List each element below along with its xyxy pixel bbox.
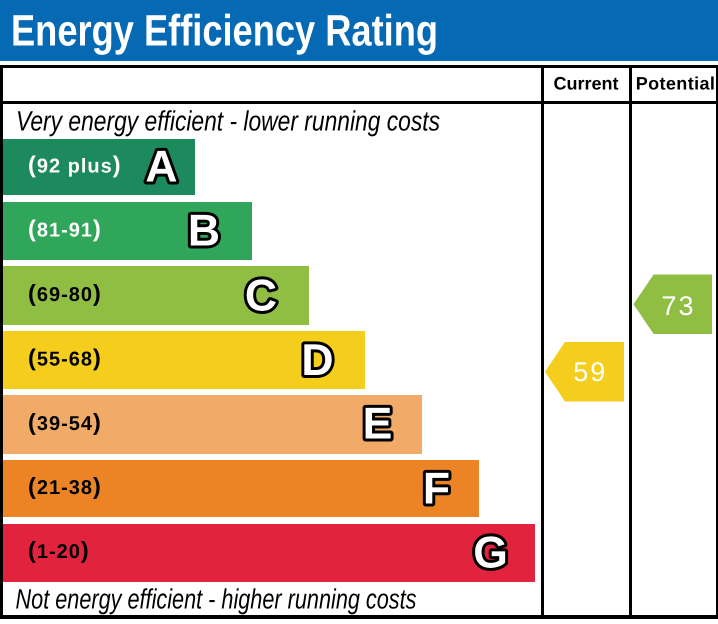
svg-text:F: F [423,465,450,514]
svg-text:E: E [363,400,393,449]
svg-text:C: C [245,272,277,321]
svg-text:D: D [301,336,333,385]
svg-text:59: 59 [573,357,607,387]
svg-text:(1-20): (1-20) [28,537,90,563]
svg-text:(92 plus): (92 plus) [28,151,122,177]
svg-text:(55-68): (55-68) [28,344,102,370]
svg-text:Not energy efficient - higher: Not energy efficient - higher running co… [16,584,417,615]
svg-text:(39-54): (39-54) [28,409,102,435]
svg-text:Energy Efficiency Rating: Energy Efficiency Rating [11,7,438,56]
svg-text:Very energy efficient - lower: Very energy efficient - lower running co… [16,106,440,137]
svg-text:B: B [188,207,220,256]
svg-text:73: 73 [661,291,695,321]
svg-text:Current: Current [553,74,618,94]
svg-text:Potential: Potential [636,74,716,94]
svg-text:(69-80): (69-80) [28,280,102,306]
svg-text:G: G [473,529,508,578]
svg-text:(21-38): (21-38) [28,473,102,499]
svg-text:(81-91): (81-91) [28,216,102,242]
svg-text:A: A [145,143,177,192]
